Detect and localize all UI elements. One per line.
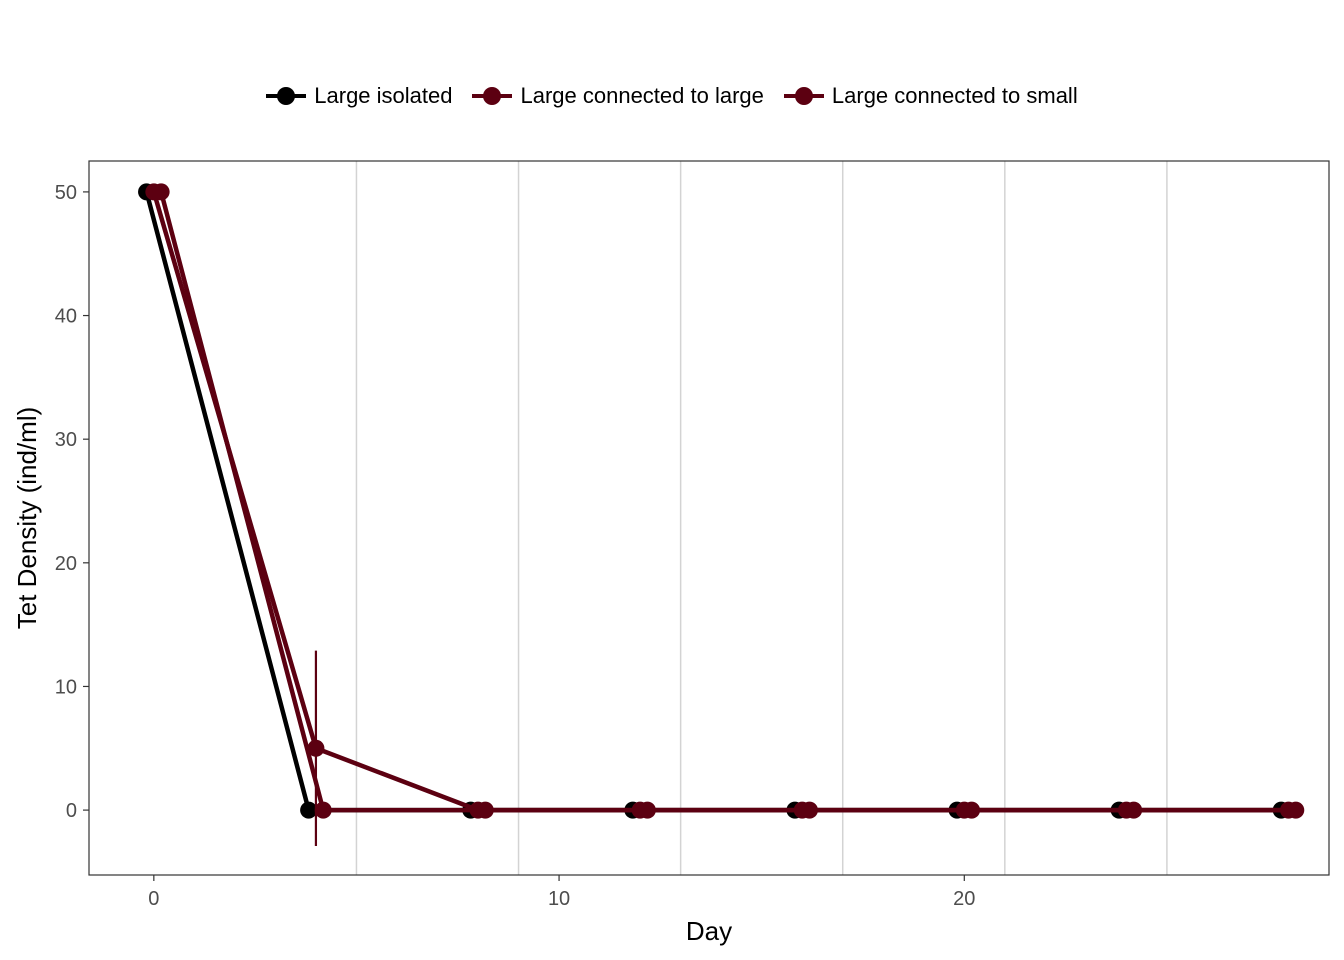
- y-tick-label: 30: [55, 429, 77, 451]
- y-tick-label: 50: [55, 182, 77, 204]
- series-1: [145, 183, 1297, 846]
- legend-key-large-isolated: [266, 86, 307, 106]
- gridlines: [355, 161, 1168, 875]
- plot-panel-border: [88, 160, 1330, 876]
- x-tick-label: 10: [548, 888, 570, 910]
- data-point: [963, 801, 981, 819]
- legend-label: Large connected to small: [831, 83, 1078, 108]
- y-tick-label: 10: [55, 676, 77, 698]
- y-tick-label: 20: [55, 553, 77, 575]
- legend-key-large-connected-to-large: [472, 86, 513, 106]
- legend-label: Large isolated: [314, 83, 453, 108]
- data-point: [1125, 801, 1143, 819]
- y-tick-label: 0: [66, 800, 77, 822]
- series-layer: [138, 183, 1305, 846]
- data-point: [307, 739, 325, 757]
- data-point: [1287, 801, 1305, 819]
- legend-label: Large connected to large: [520, 83, 764, 108]
- x-tick-label: 0: [148, 888, 159, 910]
- legend: Large isolated Large connected to large …: [0, 78, 1344, 114]
- data-point: [638, 801, 656, 819]
- axes: 0 10 20 0 10 20 30 40 50: [55, 182, 976, 910]
- series-line: [151, 191, 1289, 813]
- data-point: [314, 801, 332, 819]
- legend-key-large-connected-to-small: [783, 86, 824, 106]
- legend-item-large-isolated[interactable]: Large isolated: [266, 83, 452, 109]
- series-line: [158, 191, 1296, 813]
- series-2: [152, 183, 1305, 819]
- x-axis-title: Day: [686, 916, 732, 946]
- legend-item-large-connected-to-small[interactable]: Large connected to small: [783, 83, 1078, 109]
- x-tick-label: 20: [953, 888, 975, 910]
- y-tick-label: 40: [55, 306, 77, 328]
- y-axis-title: Tet Density (ind/ml): [12, 407, 42, 630]
- data-point: [300, 801, 318, 819]
- data-point: [152, 183, 170, 201]
- data-point: [800, 801, 818, 819]
- legend-item-large-connected-to-large[interactable]: Large connected to large: [472, 83, 764, 109]
- data-point: [476, 801, 494, 819]
